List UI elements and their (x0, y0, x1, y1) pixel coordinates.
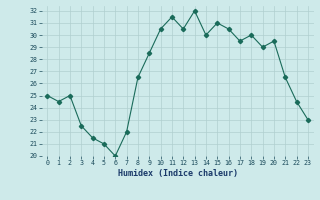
X-axis label: Humidex (Indice chaleur): Humidex (Indice chaleur) (118, 169, 237, 178)
